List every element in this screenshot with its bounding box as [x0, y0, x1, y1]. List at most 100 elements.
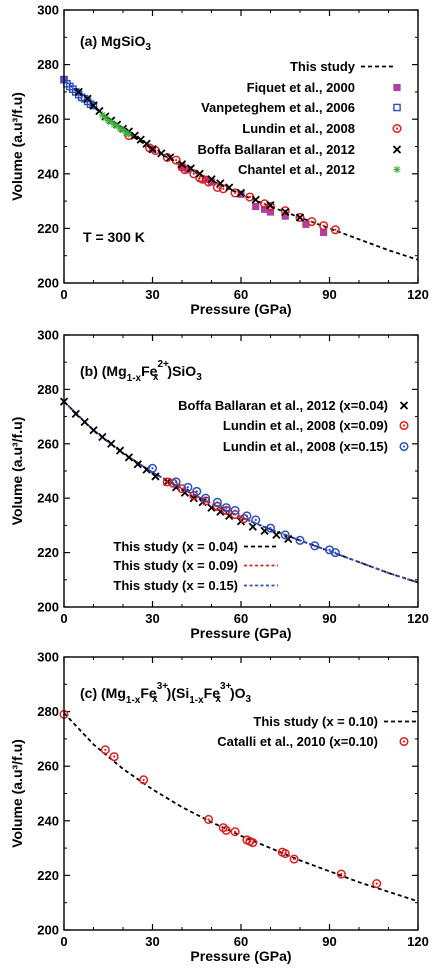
panel-a-data-point — [110, 121, 118, 129]
panel-a-legend-label: This study — [290, 59, 356, 74]
panel-a-data-point — [330, 225, 340, 235]
panel-c-xtick-label: 30 — [145, 934, 159, 949]
panel-a-data-point — [104, 117, 112, 125]
panel-a-legend-label: Fiquet et al., 2000 — [247, 80, 355, 95]
panel-b-legend-label: Lundin et al., 2008 (x=0.09) — [223, 418, 388, 433]
panel-b-frame — [63, 334, 419, 608]
panel-b-data-point — [115, 446, 125, 455]
panel-b-ytick-label: 260 — [37, 436, 59, 451]
panel-b-data-point — [310, 541, 320, 551]
panel-c-xtick-label: 0 — [60, 934, 67, 949]
panel-c-data-point — [100, 745, 110, 755]
panel-b-data-point — [177, 484, 187, 494]
panel-a-series-points — [98, 111, 133, 138]
panel-c-data-point — [289, 854, 299, 864]
panel-a-data-point — [157, 149, 166, 158]
panel-a-data-point — [184, 166, 192, 174]
panel-b-legend-label: This study (x = 0.09) — [113, 558, 238, 573]
panel-b-data-point — [212, 497, 222, 507]
panel-a-data-point — [83, 94, 92, 103]
panel-b-data-point — [251, 515, 261, 525]
panel-c-data-point — [248, 838, 258, 848]
panel-c-ylabel: Volume (a.u³/f.u) — [9, 739, 25, 848]
panel-b-ytick-label: 200 — [37, 600, 59, 615]
panel-b-xtick-label: 60 — [234, 611, 248, 626]
panel-a-data-point — [148, 145, 157, 154]
panel-b-data-point — [133, 460, 142, 469]
panel-a-data-point — [230, 188, 240, 198]
panel-a-data-point — [101, 114, 109, 122]
panel-a-data-point — [130, 131, 139, 140]
panel-b: 0 30 60 90 120 200 220 240 260 280 300 Pressure (GP… — [9, 328, 429, 642]
panel-a-data-point — [295, 213, 305, 222]
panel-c-legend: This study (x = 0.10) Catalli et al., 201… — [217, 714, 418, 749]
panel-b-data-point — [284, 534, 293, 544]
panel-c-data-point — [221, 825, 231, 835]
panel-c-data-point — [204, 814, 214, 824]
panel-b-legend-label: This study (x = 0.04) — [113, 539, 238, 554]
panel-a-legend-marker — [393, 166, 401, 173]
panel-a-data-point — [225, 183, 234, 192]
panel-b-data-point — [265, 523, 276, 533]
panel-a-xtick-label: 60 — [234, 287, 248, 302]
panel-a-ytick-label: 240 — [37, 166, 59, 181]
panel-a-data-point — [261, 205, 269, 213]
panel-b-title: (b) (Mg1-xFe2+ x)SiO3 — [80, 359, 202, 384]
panel-b-ytick-label: 280 — [37, 382, 59, 397]
panel-a-data-point — [281, 212, 289, 220]
panel-b-data-point — [183, 482, 193, 492]
panel-c-data-point — [139, 775, 149, 785]
panel-b-legend: Boffa Ballaran et al., 2012 (x=0.04) Lund… — [113, 398, 409, 593]
panel-c-ytick-label: 260 — [37, 759, 59, 774]
panel-b-data-point — [230, 505, 240, 515]
panel-a-data-point — [266, 201, 275, 210]
panel-a-xtick-label: 30 — [145, 287, 159, 302]
panel-b-xtick-label: 0 — [60, 611, 67, 626]
panel-a-ticks: 0 30 60 90 120 200 220 240 260 280 300 — [37, 3, 429, 303]
panel-b-ylabel: Volume (a.u³/f.u) — [9, 417, 25, 526]
panel-b-data-point — [242, 511, 252, 521]
panel-a-data-point — [302, 220, 310, 228]
panel-a-data-point — [320, 228, 328, 237]
panel-a-ytick-label: 280 — [37, 57, 59, 72]
panel-a-legend-label: Lundin et al., 2008 — [242, 121, 355, 136]
panel-b-data-point — [107, 439, 116, 448]
panel-a-legend-label: Boffa Ballaran et al., 2012 — [197, 142, 355, 157]
panel-c-series-line — [63, 712, 419, 903]
panel-b-data-point — [80, 417, 89, 427]
panel-a-data-point — [266, 208, 275, 216]
panel-a-ytick-label: 260 — [37, 112, 59, 127]
panel-a-legend-marker — [392, 145, 402, 154]
panel-b-legend-label: This study (x = 0.15) — [113, 578, 238, 593]
panel-a-legend-marker — [393, 103, 401, 112]
panel-a-data-point — [122, 129, 130, 137]
panel-a-data-point — [107, 118, 115, 126]
panel-a-legend: This study Fiquet et al., 2000 Vanpeteghem… — [197, 59, 402, 177]
panel-a-legend-marker — [393, 83, 401, 92]
panel-c-legend-marker — [399, 736, 409, 747]
panel-b-legend-marker — [399, 441, 409, 452]
panel-b-data-point — [330, 548, 340, 558]
panel-a-xlabel: Pressure (GPa) — [190, 301, 291, 317]
panel-b-xtick-label: 90 — [322, 611, 336, 626]
panel-a-data-point — [116, 125, 124, 133]
panel-a-ylabel: Volume (a.u³/f.u) — [9, 92, 25, 201]
panel-a-data-point — [74, 87, 83, 97]
panel-b-data-point — [295, 535, 305, 545]
panel-c-frame — [63, 656, 419, 931]
panel-a-xtick-label: 0 — [60, 287, 67, 302]
panel-c-xtick-label: 60 — [234, 934, 248, 949]
panel-b-ytick-label: 240 — [37, 491, 59, 506]
panel-b-legend-marker — [399, 420, 409, 431]
panel-a-legend-label: Chantel et al., 2012 — [238, 162, 355, 177]
panel-c-title: (c) (Mg1-xFe3+ x)(Si1-xFe3+ x)O3 — [80, 681, 252, 706]
panel-b-legend-label: Lundin et al., 2008 (x=0.15) — [223, 439, 388, 454]
panel-a-xtick-label: 120 — [407, 287, 429, 302]
panel-a-data-point — [189, 169, 199, 179]
panel-a-data-point — [207, 175, 216, 184]
panel-b-data-point — [98, 432, 107, 442]
panel-b-data-point — [162, 477, 172, 487]
panel-a-data-point — [319, 221, 329, 231]
panel-b-ytick-label: 220 — [37, 545, 59, 560]
panel-a-title: (a) MgSiO3 — [80, 33, 151, 53]
